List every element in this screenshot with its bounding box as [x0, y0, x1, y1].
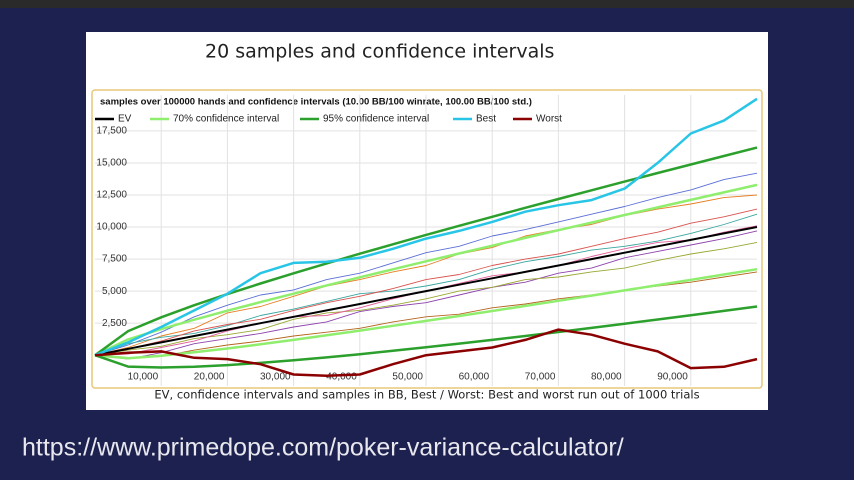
- y-tick-label: 2,500: [102, 318, 127, 329]
- legend-label: Worst: [536, 114, 562, 125]
- y-tick-label: 7,500: [102, 254, 127, 265]
- y-tick-label: 17,500: [96, 126, 127, 137]
- legend-label: Best: [476, 114, 496, 125]
- x-tick-label: 60,000: [459, 372, 490, 383]
- x-tick-label: 40,000: [326, 372, 357, 383]
- series-line: [94, 226, 758, 357]
- y-tick-label: 10,000: [96, 222, 127, 233]
- y-tick-label: 15,000: [96, 158, 127, 169]
- chart-footer: EV, confidence intervals and samples in …: [154, 388, 699, 402]
- browser-bar: [0, 0, 854, 8]
- sample-line: [94, 208, 758, 356]
- y-tick-label: 12,500: [96, 190, 127, 201]
- x-tick-label: 10,000: [128, 372, 159, 383]
- legend-label: 95% confidence interval: [323, 114, 429, 125]
- x-tick-label: 20,000: [194, 372, 225, 383]
- legend-label: EV: [118, 114, 132, 125]
- series-line-lower: [94, 305, 758, 369]
- x-tick-label: 50,000: [392, 372, 423, 383]
- x-tick-label: 70,000: [525, 372, 556, 383]
- chart-title: samples over 100000 hands and confidence…: [100, 97, 532, 108]
- sample-line: [94, 213, 758, 356]
- legend-label: 70% confidence interval: [173, 114, 279, 125]
- y-tick-label: 5,000: [102, 286, 127, 297]
- x-tick-label: 80,000: [591, 372, 622, 383]
- x-tick-label: 90,000: [657, 372, 688, 383]
- series-line: [94, 328, 758, 377]
- url: https://www.primedope.com/poker-variance…: [22, 434, 624, 462]
- series-line: [94, 183, 758, 357]
- series-line: [94, 97, 758, 357]
- series-line-lower: [94, 267, 758, 360]
- sample-line: [94, 194, 758, 356]
- series-line: [94, 146, 758, 357]
- x-tick-label: 30,000: [260, 372, 291, 383]
- sample-line: [94, 172, 758, 356]
- sample-line: [94, 230, 758, 360]
- slide-title: 20 samples and confidence intervals: [205, 41, 554, 63]
